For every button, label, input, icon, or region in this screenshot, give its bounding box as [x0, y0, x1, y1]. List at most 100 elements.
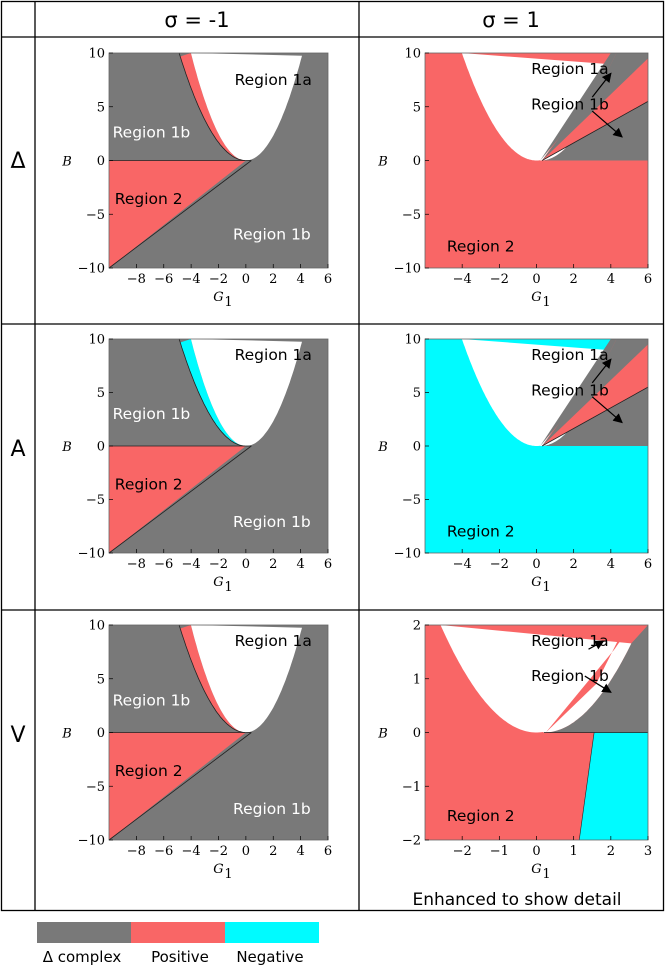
boundary-line-diagonal	[108, 445, 252, 554]
region-2-area	[109, 446, 246, 553]
boundary-line-lower	[541, 101, 649, 161]
x-tick-label: −4	[182, 844, 201, 859]
region-label-3: Region 2	[447, 523, 515, 541]
region-2-area	[109, 732, 246, 840]
x-tick-label: −2	[453, 844, 472, 859]
region-label-3: Region 2	[115, 476, 183, 494]
region-label-1: Region 1a	[531, 632, 608, 650]
x-tick-label: 6	[324, 272, 332, 287]
y-tick-label: 5	[97, 672, 105, 687]
x-tick-label: 4	[296, 272, 304, 287]
x-tick-label: 0	[532, 557, 540, 572]
y-tick-label: 10	[88, 619, 105, 634]
x-tick-label: 6	[644, 272, 652, 287]
region-label-2: Region 1b	[531, 96, 609, 114]
x-tick-label: 4	[607, 557, 615, 572]
y-axis-label: B	[377, 155, 388, 170]
y-tick-label: 10	[88, 333, 105, 348]
annotation-arrow-1	[588, 640, 605, 650]
x-axis-label: G	[213, 575, 223, 590]
y-tick-label: 1	[413, 672, 421, 687]
y-tick-label: 5	[413, 386, 421, 401]
legend-swatch-positive	[131, 922, 225, 943]
y-tick-label: 0	[413, 440, 421, 455]
complex-strip	[542, 339, 648, 446]
sliver-region	[180, 339, 246, 446]
chart-v-sigma-neg: −8 −6 −4 −2 0 2 4 6 −10 −5 0 5 10 B G 1 Region 1a Region …	[61, 619, 332, 883]
x-tick-label: 0	[242, 272, 250, 287]
boundary-line-diagonal	[108, 160, 252, 269]
region-label-4: Region 1b	[233, 800, 311, 818]
region-label-2: Region 1b	[531, 667, 609, 685]
x-tick-label: 2	[570, 272, 578, 287]
y-tick-label: 0	[413, 154, 421, 169]
boundary-line-lower	[541, 386, 649, 447]
region-label-1: Region 1a	[531, 346, 608, 364]
region-label-3: Region 2	[115, 190, 183, 208]
x-tick-label: −4	[182, 272, 201, 287]
x-axis-label-subscript: 1	[542, 295, 550, 310]
positive-wedge	[545, 625, 632, 733]
region-1a-area	[190, 339, 302, 446]
x-tick-label: −8	[127, 844, 146, 859]
x-tick-label: −6	[154, 844, 173, 859]
region-label-3: Region 2	[447, 807, 515, 825]
x-tick-label: 4	[296, 844, 304, 859]
y-tick-label: 0	[97, 726, 105, 741]
x-tick-label: 2	[570, 557, 578, 572]
region-1a-area	[190, 53, 302, 161]
x-tick-label: 0	[242, 844, 250, 859]
y-axis-label: B	[61, 155, 72, 170]
legend-label-positive: Positive	[151, 948, 209, 966]
x-tick-label: 0	[532, 844, 540, 859]
x-axis-label-subscript: 1	[542, 580, 550, 595]
y-axis-label: B	[377, 440, 388, 455]
y-tick-label: 0	[97, 440, 105, 455]
legend-swatch-negative	[225, 922, 319, 943]
annotation-arrow-1	[591, 72, 612, 98]
y-tick-label: −5	[402, 208, 421, 223]
y-tick-label: 10	[88, 47, 105, 62]
negative-region	[579, 732, 648, 840]
x-tick-label: −4	[453, 272, 472, 287]
y-tick-label: 0	[97, 154, 105, 169]
legend-label-negative: Negative	[236, 948, 303, 966]
x-tick-label: 3	[644, 844, 652, 859]
x-tick-label: −8	[127, 272, 146, 287]
sliver-region	[180, 53, 246, 161]
y-tick-label: 5	[413, 100, 421, 115]
x-axis-label: G	[213, 862, 223, 877]
legend-label-complex: Δ complex	[43, 948, 122, 966]
complex-inner	[540, 53, 617, 161]
y-tick-label: −5	[86, 780, 105, 795]
complex-inner	[540, 339, 617, 446]
region-label-1: Region 1a	[235, 71, 312, 89]
region-1a-area	[440, 625, 632, 733]
region-label-3: Region 2	[115, 762, 183, 780]
y-tick-label: −10	[78, 262, 105, 277]
y-tick-label: −10	[78, 547, 105, 562]
x-tick-label: 2	[269, 557, 277, 572]
region-label-2: Region 1b	[113, 405, 191, 423]
y-tick-label: −5	[402, 493, 421, 508]
x-tick-label: 6	[324, 844, 332, 859]
annotation-arrow-2	[584, 675, 612, 693]
y-tick-label: 5	[97, 100, 105, 115]
chart-a-sigma-neg: −8 −6 −4 −2 0 2 4 6 −10 −5 0 5 10 B G 1 Region 1a Region …	[61, 333, 332, 596]
x-tick-label: 6	[644, 557, 652, 572]
row-label-a: A	[10, 437, 25, 462]
region-label-2: Region 1b	[531, 381, 609, 399]
legend-swatch-complex	[37, 922, 131, 943]
region-label-4: Region 1b	[233, 226, 311, 244]
x-tick-label: −8	[127, 557, 146, 572]
chart-a-sigma-pos: −4 −2 0 2 4 6 −10 −5 0 5 10 B G 1 Region 1a Region 1b Re…	[377, 333, 652, 596]
x-tick-label: −4	[453, 557, 472, 572]
x-tick-label: 1	[570, 844, 578, 859]
region-label-2: Region 1b	[113, 124, 191, 142]
x-tick-label: −2	[209, 844, 228, 859]
x-axis-label: G	[213, 290, 223, 305]
y-tick-label: 10	[404, 47, 421, 62]
y-tick-label: −10	[394, 547, 421, 562]
